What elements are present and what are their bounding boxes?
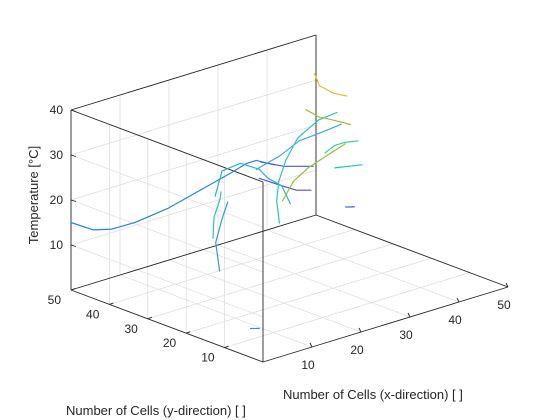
series-line-11	[305, 109, 352, 126]
y-tick-label: 30	[124, 322, 138, 336]
grid-lines	[70, 34, 509, 348]
series-line-2	[259, 161, 314, 167]
y-tick-mark	[109, 302, 114, 305]
z-tick-label: 10	[50, 238, 64, 252]
z-tick-label: 40	[50, 103, 64, 117]
floor-grid-line	[147, 243, 393, 320]
series-line-5	[214, 162, 291, 205]
y-tick-label: 10	[201, 351, 215, 365]
y-tick-mark	[70, 288, 76, 291]
floor-grid-line	[217, 244, 411, 318]
tick-labels: 10 20 30 40 50 10 20 30 40 50 10 20 30 40	[48, 103, 511, 372]
z-axis-label: Temperature [°C]	[26, 146, 41, 244]
series-line-10	[313, 73, 348, 97]
x-tick-label: 40	[448, 313, 462, 327]
wall-grid-line	[70, 79, 317, 156]
floor-grid-line	[266, 229, 460, 303]
axis-box-edge	[262, 286, 509, 363]
x-tick-mark	[358, 327, 362, 333]
axis-box-edge	[315, 214, 509, 288]
series-line-4	[255, 123, 342, 170]
series-line-8	[212, 191, 222, 239]
wall-grid-line	[70, 124, 317, 201]
z-tick-mark	[70, 154, 77, 157]
y-axis-label: Number of Cells (y-direction) [ ]	[66, 403, 246, 418]
series-line-7	[215, 201, 229, 272]
series-line-9	[282, 143, 346, 202]
x-tick-mark	[309, 342, 313, 348]
axis-box-edge	[70, 34, 317, 111]
y-tick-label: 40	[86, 307, 100, 321]
x-tick-label: 10	[301, 358, 315, 372]
floor-grid-line	[119, 274, 313, 348]
series-line-6	[276, 111, 338, 224]
x-axis-label: Number of Cells (x-direction) [ ]	[283, 387, 463, 402]
series-line-1	[70, 159, 275, 231]
wall-grid-line	[70, 199, 264, 273]
z-tick-mark	[70, 199, 77, 202]
z-tick-mark	[70, 109, 77, 112]
z-tick-label: 30	[50, 148, 64, 162]
x-tick-mark	[456, 297, 460, 303]
z-tick-mark	[70, 244, 77, 247]
floor-grid-line	[186, 257, 432, 334]
floor-grid-line	[168, 259, 362, 333]
axis-box-edge	[70, 214, 317, 291]
axis-box-edge	[70, 109, 264, 183]
axes-frame	[70, 34, 509, 363]
y-tick-mark	[224, 345, 229, 349]
x-tick-label: 50	[497, 298, 511, 312]
y-tick-label: 50	[48, 293, 62, 307]
y-tick-label: 20	[163, 336, 177, 350]
z-tick-label: 20	[50, 193, 64, 207]
x-tick-label: 30	[399, 328, 413, 342]
floor-grid-line	[109, 229, 355, 305]
series-line-12	[324, 140, 359, 154]
x-tick-label: 20	[350, 343, 364, 357]
series-line-13	[334, 164, 363, 169]
y-tick-mark	[147, 316, 152, 320]
x-tick-mark	[407, 312, 411, 318]
wall-grid-line	[70, 154, 264, 228]
x-tick-mark	[505, 282, 509, 288]
floor-grid-line	[224, 272, 470, 348]
axis-box-edge	[70, 289, 264, 363]
data-series-layer	[70, 73, 363, 330]
y-tick-mark	[186, 331, 191, 334]
wall-grid-line	[70, 244, 264, 318]
series-line-3	[258, 177, 312, 191]
